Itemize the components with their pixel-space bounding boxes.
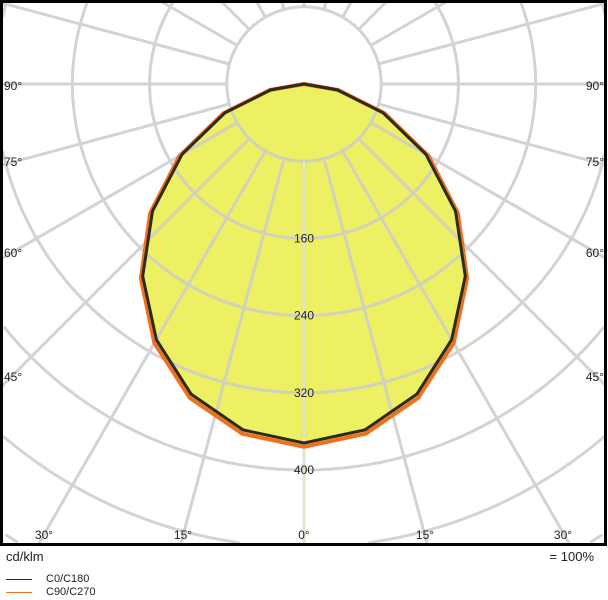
grid-circle [2, 435, 606, 545]
grid-spoke [341, 1, 353, 18]
legend-item-c0: C0/C180 [6, 573, 89, 585]
angle-label-left: 45° [4, 370, 22, 384]
angle-label-right: 75° [586, 155, 604, 169]
grid-spoke [322, 158, 429, 544]
angle-label-bottom: 30° [554, 528, 572, 542]
grid-circle [148, 1, 460, 240]
angle-label-left: 90° [4, 79, 22, 93]
grid-spoke [1, 102, 230, 167]
legend-label-c90: C90/C270 [46, 586, 96, 598]
grid-spoke [378, 102, 606, 167]
grid-spoke [370, 121, 606, 260]
angle-label-bottom: 0° [298, 528, 310, 542]
legend-item-c90: C90/C270 [6, 586, 96, 598]
grid-spoke [1, 1, 230, 66]
angle-label-bottom: 15° [416, 528, 434, 542]
grid-spoke [179, 158, 286, 544]
chart-frame [0, 0, 607, 546]
legend-label-c0: C0/C180 [46, 573, 90, 585]
grid-spoke [341, 150, 571, 544]
radial-tick-label: 240 [294, 309, 314, 323]
grid-spoke [37, 150, 267, 544]
grid-spoke [322, 1, 328, 10]
angle-label-bottom: 15° [174, 528, 192, 542]
polar-chart: 160 240 320 400 90° 75° 60° 45° 90° 75° 60° 45° 30° 1… [0, 0, 607, 546]
grid-spoke [370, 0, 447, 47]
plot-area: 160 240 320 400 90° 75° 60° 45° 90° 75° 60° 45° 30° 1… [0, 0, 607, 545]
angle-label-right: 60° [586, 246, 604, 260]
series-line-c0-c180 [141, 82, 467, 445]
grid-circle [70, 2, 538, 318]
unit-label: cd/klm [6, 549, 44, 564]
grid-spoke [357, 137, 607, 387]
scale-note: = 100% [549, 549, 594, 564]
angle-label-left: 60° [4, 246, 22, 260]
grid-spoke [161, 0, 238, 47]
angle-label-bottom: 30° [35, 528, 53, 542]
grid-spoke [255, 1, 267, 18]
radial-tick-label: 160 [294, 231, 314, 245]
grid-circle [4, 533, 604, 544]
grid-spoke [220, 0, 251, 31]
angle-label-right: 45° [586, 370, 604, 384]
angle-label-left: 75° [4, 155, 22, 169]
grid-spoke [378, 1, 606, 66]
legend-line-c0 [6, 578, 32, 580]
angle-label-right: 90° [586, 79, 604, 93]
grid-spoke [357, 0, 388, 31]
legend-line-c90 [6, 591, 32, 593]
grid-spoke [280, 1, 286, 10]
grid-spoke [1, 121, 238, 260]
radial-tick-label: 320 [294, 386, 314, 400]
grid-spoke [0, 137, 251, 388]
radial-tick-label: 400 [294, 463, 314, 477]
